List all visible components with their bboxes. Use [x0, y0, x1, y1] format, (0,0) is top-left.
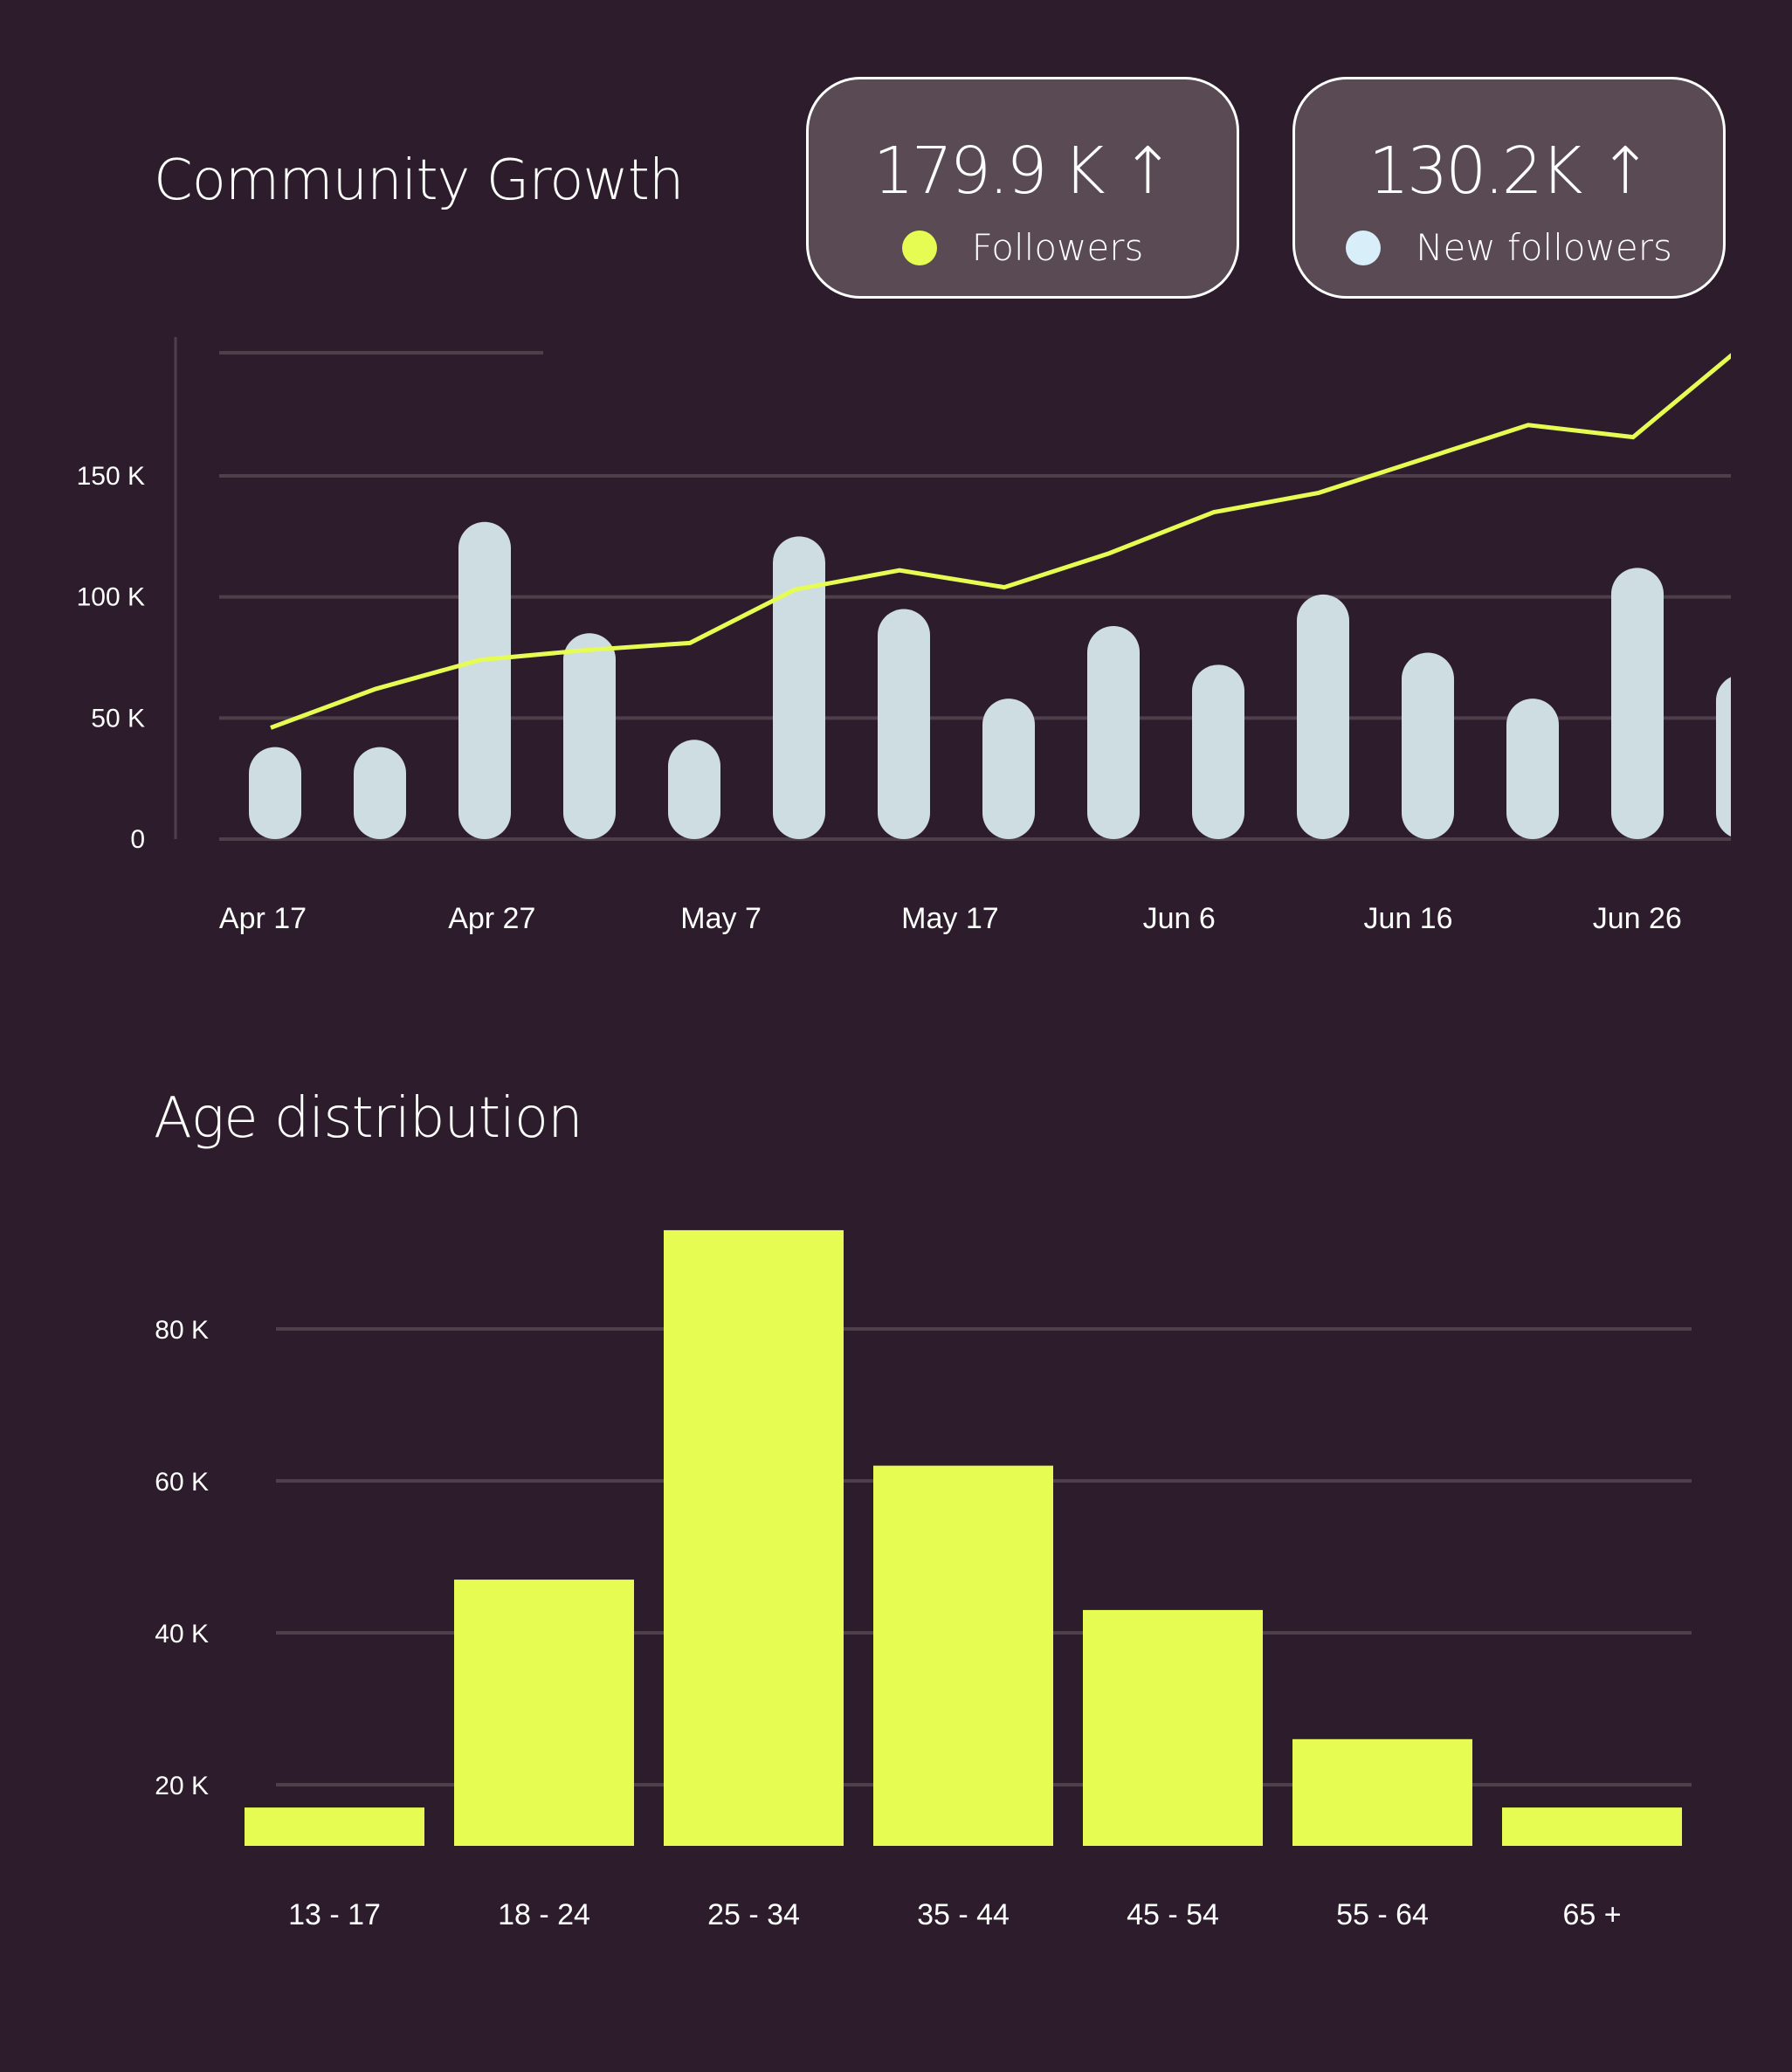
- x-tick-label: 45 - 54: [1127, 1898, 1219, 1931]
- y-tick-label: 40 K: [155, 1620, 209, 1649]
- new-followers-bar: [1402, 652, 1454, 839]
- y-tick-label: 100 K: [77, 583, 145, 612]
- x-tick-label: May 17: [901, 902, 999, 935]
- followers-line: [270, 353, 1731, 730]
- x-tick-label: May 7: [680, 902, 762, 935]
- age-bar: [1502, 1807, 1682, 1846]
- followers-label: Followers: [971, 226, 1144, 269]
- y-tick-label: 50 K: [91, 704, 145, 733]
- x-tick-label: Jun 16: [1363, 902, 1452, 935]
- new-followers-bar: [1087, 625, 1140, 839]
- x-tick-label: 55 - 64: [1336, 1898, 1429, 1931]
- x-tick-label: Jun 6: [1143, 902, 1216, 935]
- x-tick-label: Apr 27: [448, 902, 535, 935]
- new-followers-bar: [1506, 699, 1559, 839]
- x-tick-label: 25 - 34: [707, 1898, 800, 1931]
- x-tick-label: Jun 26: [1593, 902, 1682, 935]
- new-followers-value: 130.2K: [1368, 134, 1582, 209]
- new-followers-bar: [1716, 677, 1731, 837]
- age-bar: [245, 1807, 424, 1846]
- new-followers-bar: [773, 536, 825, 839]
- y-tick-label: 80 K: [155, 1316, 209, 1345]
- arrow-up-icon: ↑: [1120, 134, 1175, 209]
- x-tick-label: 18 - 24: [498, 1898, 590, 1931]
- y-tick-label: 20 K: [155, 1772, 209, 1800]
- followers-card: 179.9 K ↑ Followers: [806, 77, 1239, 299]
- new-followers-bar: [1297, 594, 1349, 839]
- age-bar: [873, 1465, 1053, 1846]
- new-followers-bar: [668, 740, 720, 839]
- new-followers-bar: [1611, 568, 1664, 839]
- x-tick-label: Apr 17: [219, 902, 307, 935]
- arrow-up-icon: ↑: [1597, 134, 1652, 209]
- y-tick-label: 60 K: [155, 1468, 209, 1497]
- x-tick-label: 65 +: [1562, 1898, 1621, 1931]
- y-tick-label: 0: [130, 825, 145, 854]
- new-followers-label: New followers: [1416, 226, 1672, 269]
- new-followers-bar: [249, 747, 301, 839]
- new-followers-bar: [878, 609, 930, 839]
- x-tick-label: 35 - 44: [917, 1898, 1010, 1931]
- new-followers-card: 130.2K ↑ New followers: [1292, 77, 1726, 299]
- age-bar: [1292, 1738, 1472, 1846]
- new-followers-bar: [982, 699, 1035, 839]
- community-growth-title: Community Growth: [154, 148, 684, 213]
- new-followers-bar: [563, 633, 616, 839]
- age-bar: [1083, 1609, 1263, 1846]
- followers-legend-dot: [901, 230, 937, 265]
- new-followers-bar: [1192, 664, 1244, 839]
- followers-value: 179.9 K: [872, 134, 1106, 209]
- y-tick-label: 150 K: [77, 462, 145, 491]
- new-followers-bar: [458, 521, 511, 839]
- age-distribution-title: Age distribution: [154, 1086, 583, 1151]
- new-followers-bar: [354, 747, 406, 839]
- x-tick-label: 13 - 17: [288, 1898, 381, 1931]
- age-bar: [664, 1229, 844, 1846]
- new-followers-legend-dot: [1346, 230, 1382, 265]
- age-bar: [454, 1580, 634, 1846]
